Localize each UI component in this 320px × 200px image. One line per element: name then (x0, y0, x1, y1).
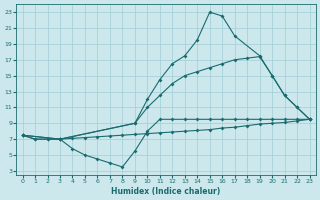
X-axis label: Humidex (Indice chaleur): Humidex (Indice chaleur) (111, 187, 221, 196)
